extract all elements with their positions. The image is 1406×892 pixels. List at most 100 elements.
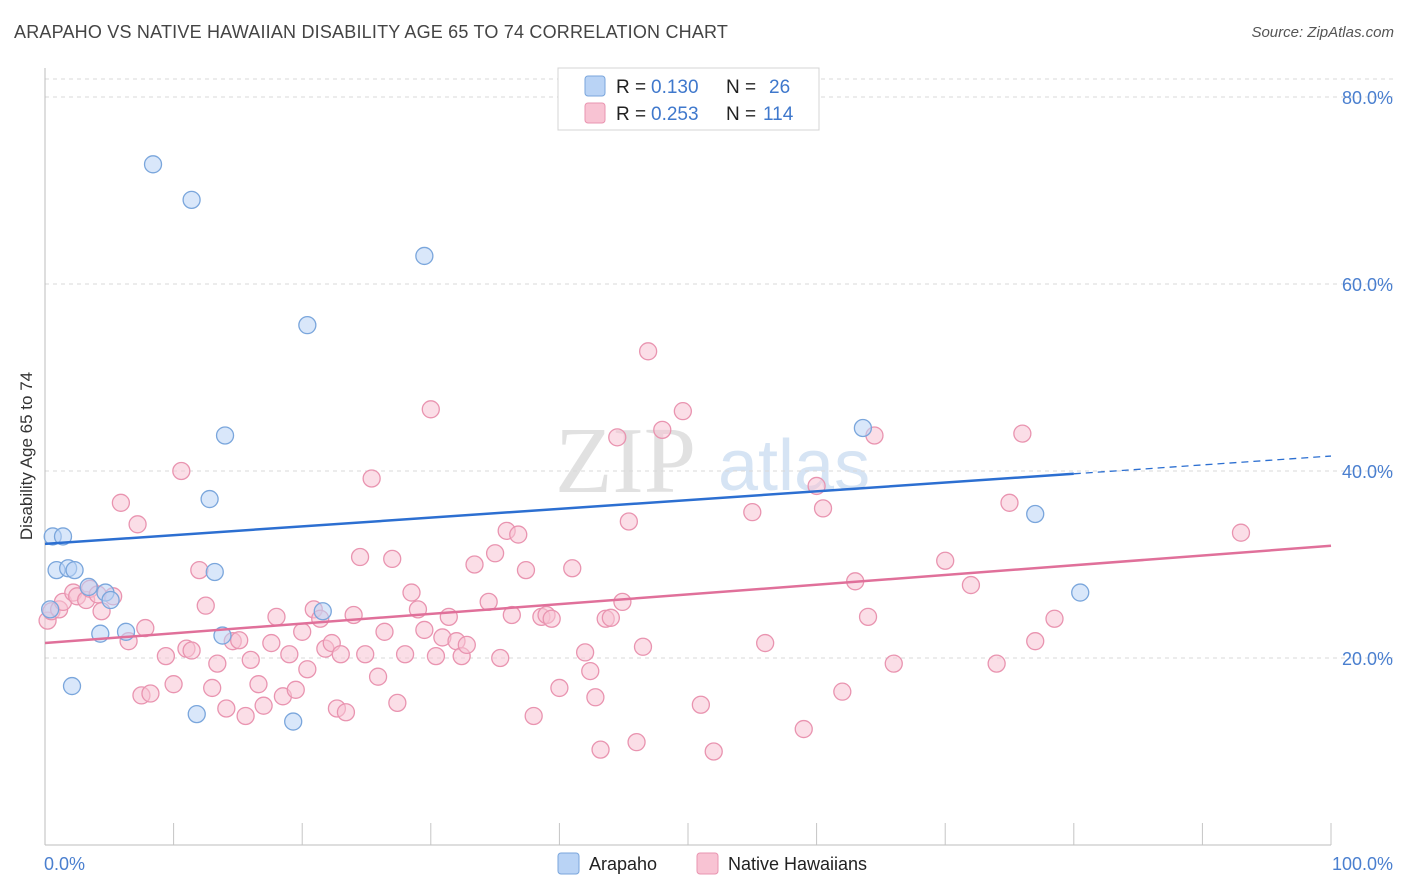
data-point bbox=[313, 602, 332, 621]
data-point bbox=[586, 688, 605, 707]
trend-lines bbox=[44, 455, 1332, 645]
trend-line-arapaho bbox=[44, 472, 1074, 546]
legend-n-label-arapaho: N = bbox=[726, 77, 756, 98]
trend-line-native-hawaiians bbox=[44, 544, 1332, 645]
data-point bbox=[298, 315, 317, 335]
y-tick-label: 80.0% bbox=[1342, 88, 1393, 108]
data-point bbox=[608, 428, 627, 447]
data-point bbox=[575, 643, 595, 662]
legend-r-label-arapaho: R = bbox=[616, 77, 646, 98]
data-point bbox=[375, 622, 394, 641]
data-point bbox=[230, 631, 249, 650]
data-point bbox=[1013, 424, 1032, 443]
data-point bbox=[111, 493, 131, 512]
data-point bbox=[853, 418, 873, 438]
data-point bbox=[858, 607, 878, 627]
data-point bbox=[563, 559, 582, 578]
data-point bbox=[368, 667, 388, 686]
legend-n-label-hawaiian: N = bbox=[726, 104, 756, 125]
data-point bbox=[267, 607, 286, 627]
data-point bbox=[1045, 609, 1064, 628]
data-point bbox=[362, 469, 381, 488]
data-point bbox=[415, 246, 434, 266]
data-point bbox=[293, 622, 312, 641]
x-tick-label-min: 0.0% bbox=[44, 854, 85, 874]
data-point bbox=[961, 575, 981, 595]
data-point bbox=[128, 515, 147, 534]
data-point bbox=[673, 402, 693, 421]
x-tick-label-max: 100.0% bbox=[1332, 854, 1393, 874]
data-point bbox=[638, 342, 658, 361]
data-point bbox=[196, 596, 215, 615]
data-point bbox=[280, 645, 299, 664]
data-point bbox=[172, 461, 191, 481]
data-point bbox=[164, 675, 183, 694]
data-point bbox=[1231, 523, 1251, 542]
data-point bbox=[794, 719, 813, 739]
data-point bbox=[884, 654, 903, 673]
data-point bbox=[62, 676, 82, 696]
y-tick-labels: 20.0% 40.0% 60.0% 80.0% bbox=[1342, 88, 1393, 669]
data-point bbox=[402, 583, 421, 602]
bottom-legend-label-hawaiian: Native Hawaiians bbox=[728, 854, 867, 874]
data-point bbox=[79, 577, 98, 597]
data-point bbox=[213, 626, 232, 645]
data-point bbox=[190, 560, 209, 580]
source-label: Source: ZipAtlas.com bbox=[1251, 24, 1394, 41]
data-point bbox=[633, 637, 653, 656]
data-point bbox=[182, 190, 201, 210]
data-point bbox=[581, 661, 600, 681]
data-point bbox=[200, 489, 219, 509]
data-point bbox=[215, 426, 235, 445]
data-point bbox=[491, 648, 510, 668]
trend-line-arapaho-extension bbox=[1073, 455, 1332, 475]
data-point bbox=[813, 499, 833, 518]
data-point bbox=[426, 646, 446, 666]
data-point bbox=[298, 660, 317, 679]
data-point bbox=[156, 646, 176, 666]
data-point bbox=[395, 645, 415, 664]
data-point bbox=[249, 675, 268, 694]
data-point bbox=[65, 560, 84, 580]
data-point bbox=[550, 678, 569, 698]
data-point bbox=[653, 420, 672, 440]
data-point bbox=[141, 684, 160, 703]
data-point bbox=[217, 699, 236, 718]
series-native-hawaiians bbox=[38, 342, 1251, 761]
legend-r-value-arapaho: 0.130 bbox=[651, 77, 699, 98]
data-point bbox=[743, 502, 762, 522]
data-point bbox=[383, 549, 402, 569]
data-point bbox=[203, 678, 222, 698]
x-ticks bbox=[173, 823, 1332, 845]
data-point bbox=[421, 400, 440, 419]
data-point bbox=[987, 654, 1006, 673]
bottom-legend: Arapaho Native Hawaiians bbox=[557, 852, 867, 875]
data-point bbox=[388, 693, 407, 713]
data-point bbox=[415, 620, 434, 640]
data-point bbox=[691, 695, 711, 714]
data-point bbox=[485, 544, 505, 563]
data-point bbox=[331, 645, 350, 664]
bottom-legend-swatch-arapaho bbox=[557, 852, 580, 875]
watermark-zip: ZIP bbox=[555, 409, 696, 513]
data-point bbox=[143, 155, 163, 174]
chart-title: ARAPAHO VS NATIVE HAWAIIAN DISABILITY AG… bbox=[14, 22, 729, 42]
data-point bbox=[208, 654, 227, 673]
data-point bbox=[1071, 583, 1090, 602]
y-tick-label: 20.0% bbox=[1342, 649, 1393, 669]
data-point bbox=[619, 512, 638, 531]
grid bbox=[45, 78, 1393, 659]
legend-swatch-arapaho bbox=[584, 75, 606, 97]
data-point bbox=[182, 641, 201, 660]
data-point bbox=[1000, 493, 1019, 512]
data-point bbox=[1026, 504, 1045, 524]
legend-r-label-hawaiian: R = bbox=[616, 104, 646, 125]
data-point bbox=[254, 696, 273, 715]
data-point bbox=[833, 682, 852, 701]
legend-r-value-hawaiian: 0.253 bbox=[651, 104, 699, 125]
data-point bbox=[465, 555, 484, 574]
bottom-legend-label-arapaho: Arapaho bbox=[589, 854, 657, 874]
data-point bbox=[936, 551, 955, 570]
data-point bbox=[350, 547, 370, 567]
data-point bbox=[241, 650, 260, 670]
